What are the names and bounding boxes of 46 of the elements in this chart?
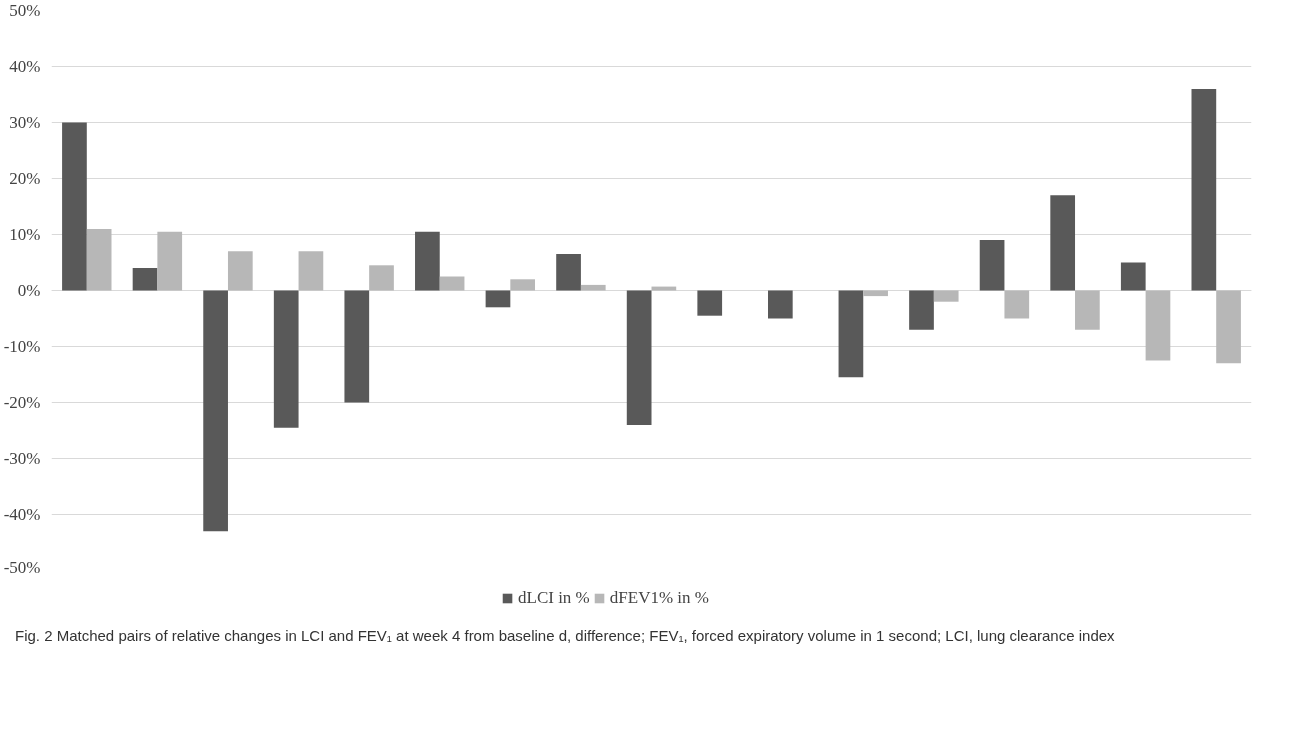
bar xyxy=(86,228,112,291)
bar xyxy=(273,290,299,428)
y-tick-label: 20% xyxy=(9,169,41,188)
y-tick-label: 0% xyxy=(17,281,41,300)
bar xyxy=(157,231,183,291)
y-tick-label: -30% xyxy=(3,449,41,468)
bar xyxy=(132,268,158,291)
y-tick-label: -40% xyxy=(3,505,41,524)
y-tick-label: -10% xyxy=(3,337,41,356)
bar xyxy=(697,290,723,316)
bar xyxy=(344,290,370,403)
bar xyxy=(298,251,324,291)
bar xyxy=(203,290,228,532)
bar xyxy=(227,251,253,291)
bar xyxy=(651,286,677,291)
y-tick-label: 50% xyxy=(9,1,41,20)
bar xyxy=(1191,88,1217,291)
legend-label: dFEV1% in % xyxy=(609,588,709,608)
bar xyxy=(767,290,793,319)
bar xyxy=(485,290,511,308)
bar xyxy=(1145,290,1171,361)
bar xyxy=(863,290,888,297)
bar xyxy=(415,231,440,291)
legend-label: dLCI in % xyxy=(518,588,590,608)
y-tick-label: -20% xyxy=(3,393,41,412)
bar xyxy=(1216,290,1241,364)
y-tick-label: 40% xyxy=(9,57,41,76)
bar xyxy=(556,254,581,291)
bar xyxy=(1004,290,1030,319)
bar xyxy=(62,122,87,291)
y-tick-label: 10% xyxy=(9,225,41,244)
bar xyxy=(1075,290,1100,330)
bar xyxy=(933,290,959,302)
y-tick-label: -50% xyxy=(3,557,41,577)
bar xyxy=(369,265,394,291)
bar xyxy=(510,279,536,291)
bar xyxy=(1050,195,1076,291)
y-tick-label: 30% xyxy=(9,113,41,132)
bar xyxy=(979,240,1005,291)
bar xyxy=(439,276,465,291)
bar xyxy=(626,290,652,425)
bar xyxy=(580,284,606,291)
bar xyxy=(838,290,864,378)
bar xyxy=(909,290,934,330)
caption: Fig. 2 Matched pairs of relative changes in LCI and FEV₁ at week 4 from baseline d, difference; FEV₁, forced expiratory volume in 1 second; LCI, lung clearance index xyxy=(15,626,1115,646)
bar xyxy=(1120,262,1146,291)
